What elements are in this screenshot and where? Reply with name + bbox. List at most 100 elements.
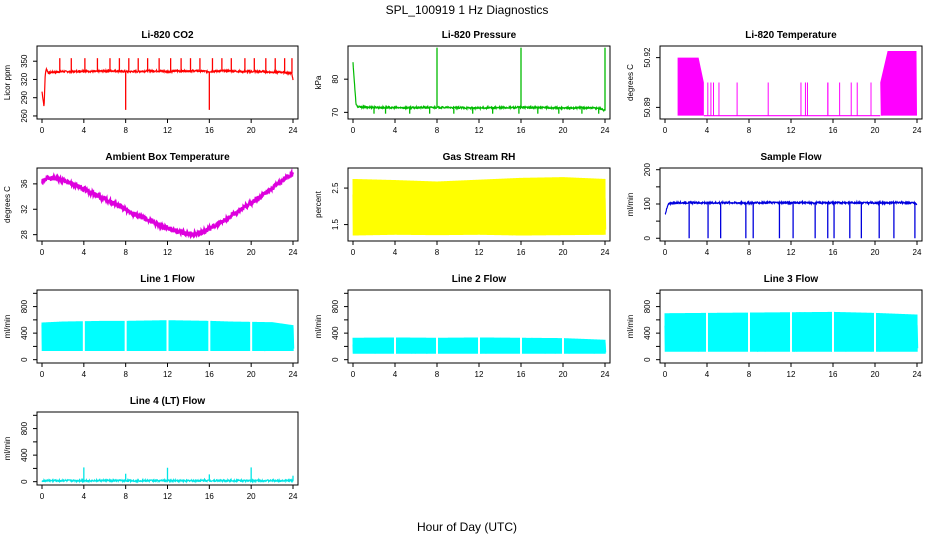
y-tick-label: 36 (20, 179, 29, 188)
x-tick-label: 0 (663, 370, 668, 379)
x-tick-label: 24 (601, 248, 610, 257)
series-line (41, 66, 294, 107)
panel-title: Line 3 Flow (764, 274, 819, 285)
x-tick-label: 0 (40, 492, 45, 501)
band-area (880, 50, 917, 116)
panel-title: Li-820 CO2 (141, 30, 194, 41)
plot-area (41, 319, 295, 353)
x-tick-label: 8 (123, 126, 128, 135)
x-tick-label: 24 (913, 248, 922, 257)
x-tick-label: 20 (871, 370, 880, 379)
chart-panel: Line 1 Flow ml/min 0 4 8 12 16 20 24 0 400 800 (3, 274, 299, 379)
x-tick-label: 24 (289, 492, 298, 501)
x-tick-label: 16 (205, 492, 214, 501)
y-tick-label: 260 (20, 109, 29, 123)
y-tick-label: 100 (643, 197, 652, 211)
panel-title: Li-820 Pressure (442, 30, 517, 41)
panel-title: Li-820 Temperature (745, 30, 837, 41)
plot-area (352, 47, 606, 114)
x-tick-label: 0 (40, 248, 45, 257)
y-axis-label: degrees C (626, 64, 635, 101)
x-tick-label: 16 (517, 370, 526, 379)
y-axis-label: degrees C (3, 186, 12, 223)
y-axis-label: ml/min (3, 437, 12, 461)
chart-panel: Li-820 CO2 Licor ppm 0 4 8 12 16 20 24 260 290 320 3… (3, 30, 299, 135)
x-tick-label: 20 (247, 126, 256, 135)
y-tick-label: 320 (20, 72, 29, 86)
x-tick-label: 0 (40, 370, 45, 379)
y-tick-label: 32 (20, 204, 29, 213)
y-tick-label: 400 (643, 326, 652, 340)
x-tick-label: 4 (393, 248, 398, 257)
x-tick-label: 12 (163, 248, 172, 257)
series-line (41, 477, 294, 484)
x-tick-label: 16 (829, 370, 838, 379)
x-tick-label: 8 (123, 370, 128, 379)
chart-panel: Line 4 (LT) Flow ml/min 0 4 8 12 16 20 24 0 400 800 (3, 396, 299, 501)
series-line (664, 199, 918, 215)
x-tick-label: 20 (247, 248, 256, 257)
x-tick-label: 16 (829, 248, 838, 257)
x-tick-label: 4 (705, 370, 710, 379)
x-tick-label: 24 (289, 248, 298, 257)
plot-area (352, 177, 607, 236)
x-tick-label: 24 (601, 370, 610, 379)
y-tick-label: 2.5 (331, 182, 340, 194)
x-tick-label: 0 (351, 248, 356, 257)
y-axis-label: ml/min (3, 315, 12, 339)
x-tick-label: 24 (913, 126, 922, 135)
y-tick-label: 350 (20, 54, 29, 68)
y-tick-label: 50.92 (643, 47, 652, 68)
plot-frame (36, 167, 299, 242)
x-tick-label: 16 (829, 126, 838, 135)
series-line (352, 62, 606, 113)
chart-panel: Li-820 Temperature degrees C 0 4 8 12 16 20 24 50… (626, 30, 923, 135)
x-tick-label: 4 (393, 370, 398, 379)
x-tick-label: 16 (205, 370, 214, 379)
chart-panel: Li-820 Pressure kPa 0 4 8 12 16 20 24 70 80 (314, 30, 611, 135)
y-tick-label: 200 (643, 162, 652, 176)
x-tick-label: 0 (351, 126, 356, 135)
plot-area (352, 336, 607, 355)
y-tick-label: 1.5 (331, 218, 340, 230)
x-tick-label: 8 (435, 126, 440, 135)
y-axis-label: ml/min (626, 193, 635, 217)
panel-title: Sample Flow (760, 152, 821, 163)
y-axis-label: ml/min (314, 315, 323, 339)
y-tick-label: 800 (331, 299, 340, 313)
band-area (677, 57, 704, 116)
x-tick-label: 20 (247, 492, 256, 501)
x-tick-label: 24 (913, 370, 922, 379)
x-tick-label: 8 (747, 370, 752, 379)
x-tick-label: 12 (163, 492, 172, 501)
x-tick-label: 4 (705, 248, 710, 257)
x-tick-label: 16 (205, 126, 214, 135)
y-tick-label: 800 (643, 299, 652, 313)
y-axis-label: ml/min (626, 315, 635, 339)
x-tick-label: 12 (787, 370, 796, 379)
plot-area (677, 50, 917, 117)
plot-area (664, 199, 918, 239)
plot-area (41, 58, 294, 110)
chart-panel: Sample Flow ml/min 0 4 8 12 16 20 24 0 100 200 (626, 152, 923, 257)
x-tick-label: 0 (663, 126, 668, 135)
x-tick-label: 16 (517, 126, 526, 135)
y-axis-label: Licor ppm (3, 65, 12, 100)
x-tick-label: 20 (559, 370, 568, 379)
x-tick-label: 4 (82, 370, 87, 379)
y-tick-label: 28 (20, 230, 29, 239)
x-tick-label: 8 (747, 126, 752, 135)
x-tick-label: 20 (559, 248, 568, 257)
y-tick-label: 800 (20, 299, 29, 313)
y-tick-label: 70 (331, 107, 340, 116)
x-tick-label: 4 (82, 492, 87, 501)
x-tick-label: 24 (601, 126, 610, 135)
y-tick-label: 0 (20, 479, 29, 484)
figure-xlabel: Hour of Day (UTC) (417, 520, 517, 534)
y-tick-label: 50.89 (643, 97, 652, 118)
x-tick-label: 20 (247, 370, 256, 379)
x-tick-label: 24 (289, 126, 298, 135)
x-tick-label: 24 (289, 370, 298, 379)
